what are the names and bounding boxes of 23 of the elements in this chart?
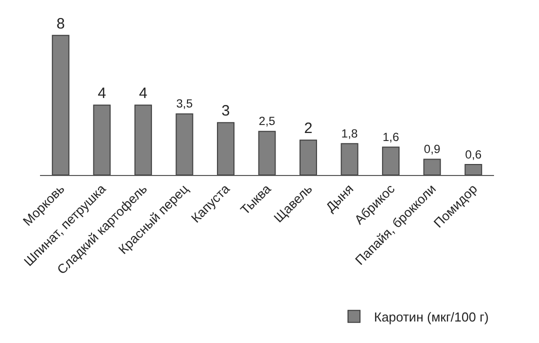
data-label: 1,6	[382, 130, 400, 144]
bar	[216, 122, 234, 175]
bar	[134, 104, 152, 175]
bar	[340, 143, 358, 175]
data-label: 3,5	[176, 96, 194, 111]
bar	[300, 140, 318, 175]
data-label: 0,9	[424, 142, 441, 156]
bar	[423, 158, 441, 175]
bar	[52, 34, 70, 175]
data-label: 3	[222, 102, 230, 120]
bar	[258, 130, 276, 175]
data-label: 2,5	[258, 114, 276, 128]
data-label: 4	[98, 85, 106, 102]
bar	[464, 164, 482, 175]
data-label: 4	[139, 85, 148, 102]
data-label: 8	[56, 15, 65, 32]
bar	[93, 104, 111, 175]
data-label: 0,6	[465, 147, 482, 162]
legend-label: Каротин (мкг/100 г)	[374, 309, 489, 324]
data-label: 2	[304, 120, 312, 138]
data-label: 1,8	[341, 126, 358, 140]
bar	[176, 113, 194, 175]
bar	[382, 146, 400, 175]
